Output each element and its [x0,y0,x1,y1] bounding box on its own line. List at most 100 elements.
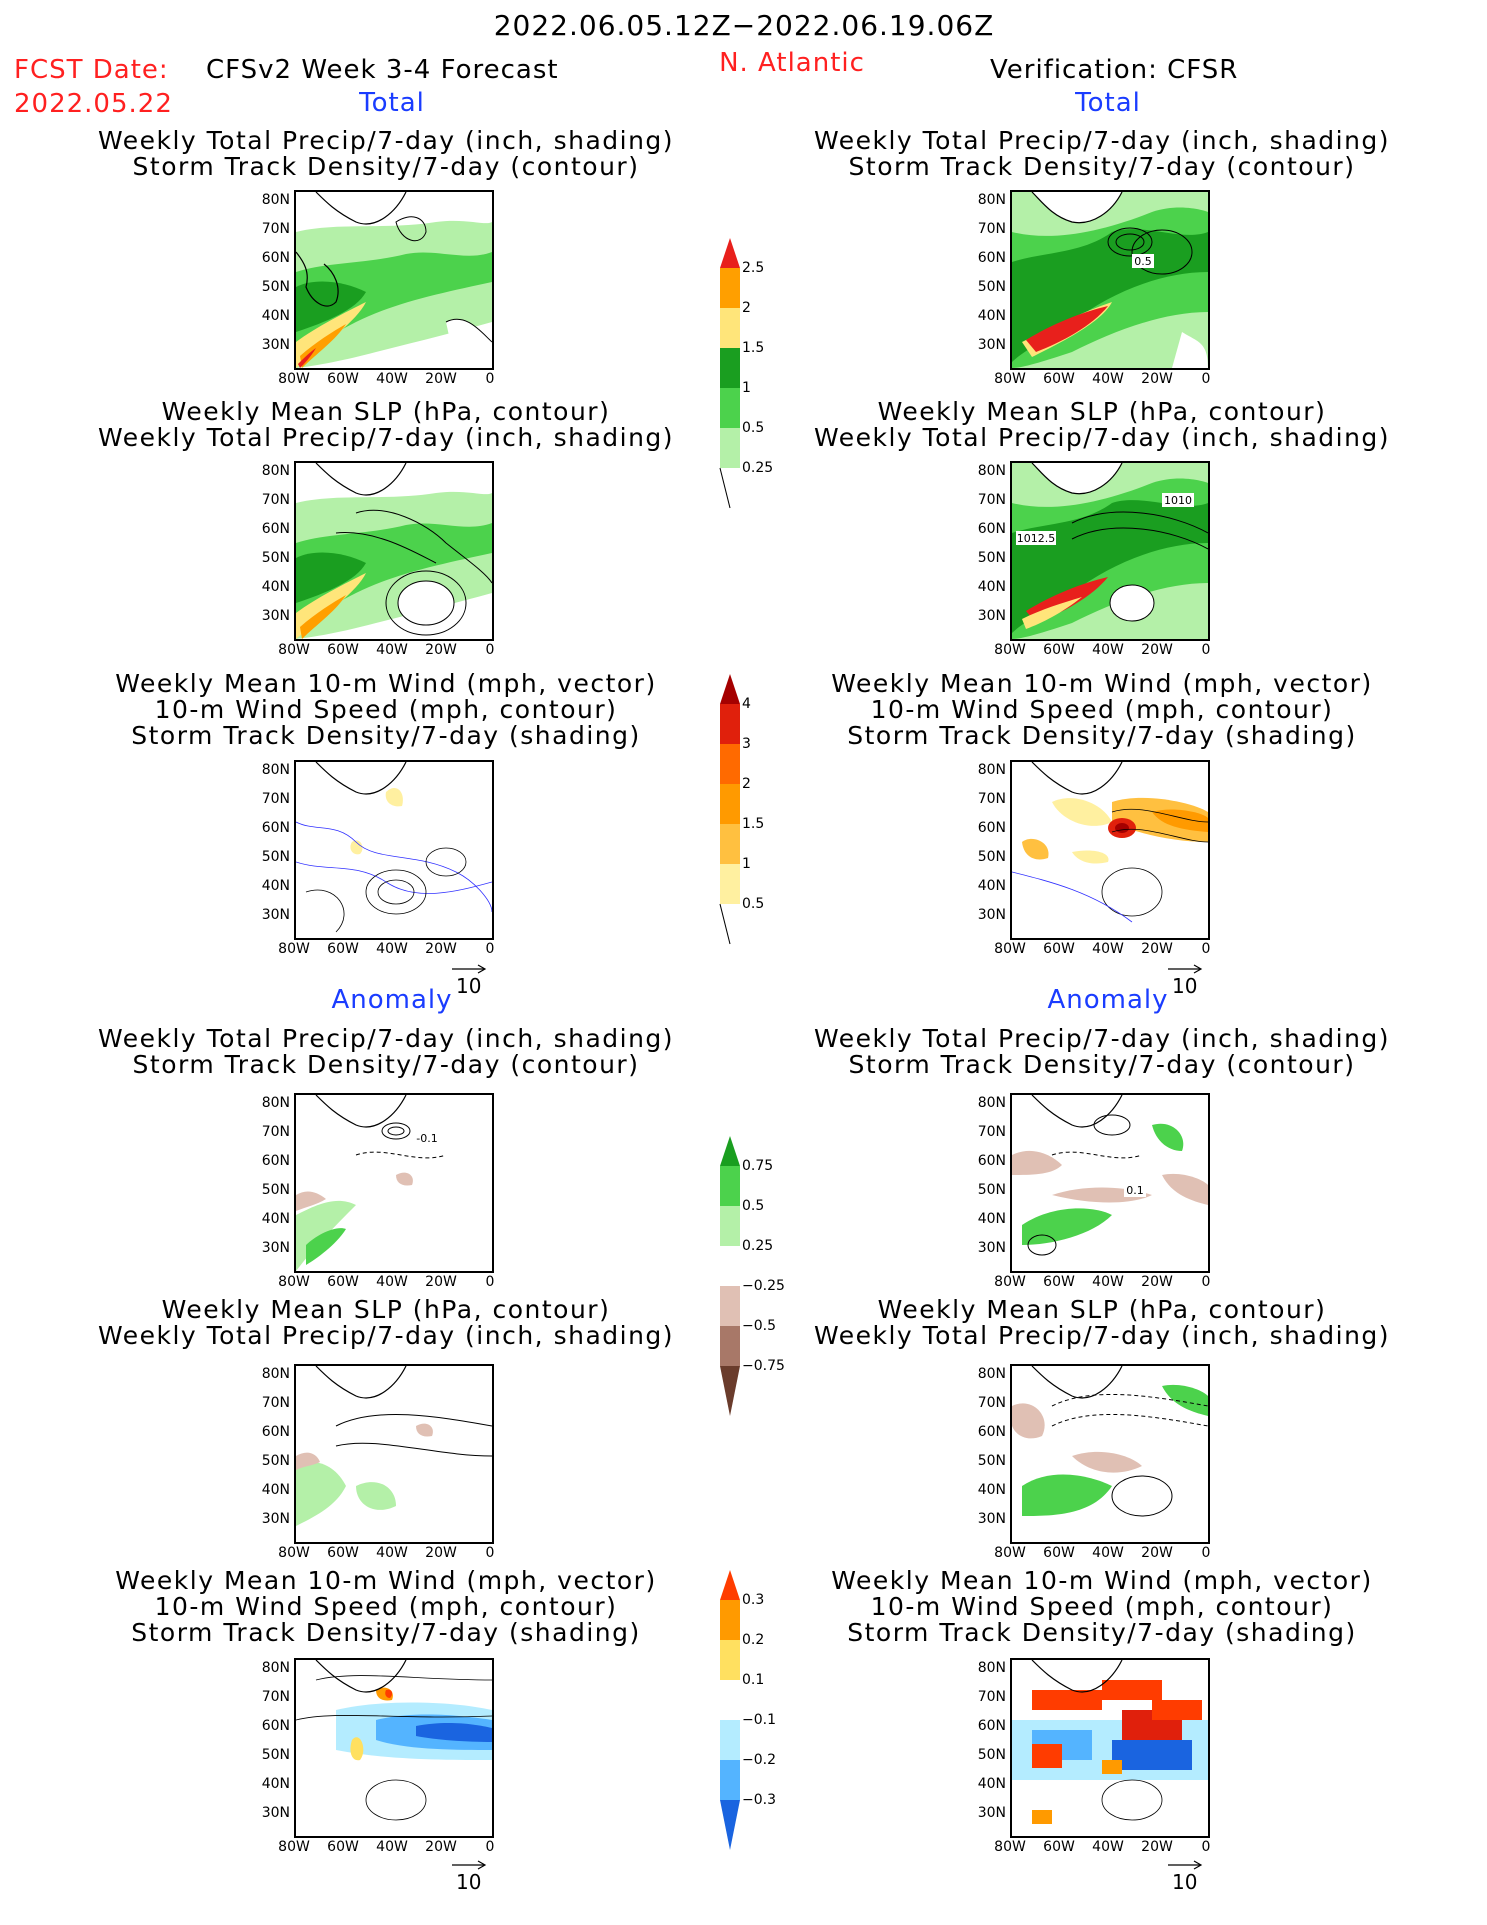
lat-tick-label: 30N [977,1240,1006,1256]
lat-tick-label: 50N [261,1453,290,1469]
map-precip-storm-forecast [294,190,494,370]
lat-tick-label: 50N [977,1453,1006,1469]
lon-tick-label: 60W [327,1274,359,1290]
arrow-right-icon [452,964,487,974]
colorbar-label: 0.3 [742,1592,765,1608]
lat-tick-label: 50N [261,550,290,566]
lon-tick-label: 80W [994,642,1026,658]
section-anomaly-right: Anomaly [1047,985,1169,1015]
map-slp-precip-verification: 1010 1012.5 [1010,461,1210,641]
lon-tick-label: 60W [327,1839,359,1855]
colorbar-cap [720,1366,740,1416]
lon-tick-label: 0 [1201,1274,1211,1290]
lat-tick-label: 50N [977,279,1006,295]
colorbar-swatch [720,388,740,428]
colorbar-swatch [720,1206,740,1246]
lon-tick-label: 20W [425,642,457,658]
lat-tick-label: 70N [261,1689,290,1705]
lat-tick-label: 30N [977,1511,1006,1527]
colorbar-label: 1.5 [742,340,765,356]
lat-tick-label: 70N [977,221,1006,237]
lat-tick-label: 40N [977,1482,1006,1498]
lon-tick-label: 40W [1092,1274,1124,1290]
colorbar-swatch [720,824,740,864]
model-title: CFSv2 Week 3-4 Forecast [206,55,559,85]
lat-tick-label: 70N [261,1124,290,1140]
map-slp-precip-forecast [294,461,494,641]
lon-tick-label: 20W [1141,642,1173,658]
map-precip-storm-verification: 0.5 [1010,190,1210,370]
colorbar-label: −0.5 [742,1318,776,1334]
svg-text:1010: 1010 [1164,494,1192,507]
lat-tick-label: 30N [261,1511,290,1527]
lat-tick-label: 40N [977,308,1006,324]
panel-title: Weekly Mean 10-m Wind (mph, vector) 10-m … [115,669,657,750]
colorbar-label: 2 [742,776,751,792]
colorbar-label: 4 [742,696,751,712]
lat-tick-label: 40N [261,1482,290,1498]
lon-tick-label: 0 [485,1274,495,1290]
lat-tick-label: 60N [977,1153,1006,1169]
lat-tick-label: 80N [261,463,290,479]
lat-tick-label: 60N [261,1424,290,1440]
svg-text:0.5: 0.5 [1134,255,1152,268]
lat-tick-label: 30N [261,1805,290,1821]
colorbar-label: −0.2 [742,1752,776,1768]
lon-tick-label: 60W [327,371,359,387]
lon-tick-label: 0 [485,371,495,387]
panel-title: Weekly Total Precip/7-day (inch, shading… [813,126,1391,181]
lon-tick-label: 20W [1141,1839,1173,1855]
lat-tick-label: 40N [977,1211,1006,1227]
lon-tick-label: 80W [278,1545,310,1561]
lon-tick-label: 80W [994,1839,1026,1855]
panel-title: Weekly Mean 10-m Wind (mph, vector) 10-m … [831,669,1373,750]
lon-tick-label: 80W [994,1274,1026,1290]
lon-tick-label: 0 [1201,1545,1211,1561]
colorbar-label: 0.5 [742,896,765,912]
fcst-date-value: 2022.05.22 [14,89,173,119]
colorbar-label: 1 [742,380,751,396]
lat-tick-label: 70N [261,1395,290,1411]
lat-tick-label: 30N [977,907,1006,923]
colorbar-label: −0.25 [742,1278,785,1294]
colorbar-label: 0.75 [742,1158,774,1174]
svg-text:-0.1: -0.1 [416,1132,437,1145]
colorbar-swatch [720,348,740,388]
colorbar-swatch [720,1166,740,1206]
lon-tick-label: 80W [278,371,310,387]
panel-title: Weekly Total Precip/7-day (inch, shading… [813,1024,1391,1079]
lon-tick-label: 60W [1043,371,1075,387]
colorbar-label: 3 [742,736,751,752]
colorbar-cap [720,1800,740,1850]
panel-title: Weekly Total Precip/7-day (inch, shading… [97,1024,675,1079]
lat-tick-label: 40N [977,878,1006,894]
lon-tick-label: 80W [994,371,1026,387]
colorbar-swatch [720,1720,740,1760]
lon-tick-label: 80W [278,1274,310,1290]
colorbar-swatch [720,1600,740,1640]
lat-tick-label: 40N [261,1776,290,1792]
lat-tick-label: 60N [977,1718,1006,1734]
lat-tick-label: 80N [261,1095,290,1111]
lat-tick-label: 80N [977,1366,1006,1382]
lat-tick-label: 40N [977,579,1006,595]
lat-tick-label: 80N [977,762,1006,778]
section-total-right: Total [1075,88,1141,118]
lat-tick-label: 70N [977,492,1006,508]
lat-tick-label: 60N [977,1424,1006,1440]
lon-tick-label: 80W [994,941,1026,957]
lat-tick-label: 30N [977,1805,1006,1821]
lon-tick-label: 20W [425,1545,457,1561]
lon-tick-label: 0 [485,1839,495,1855]
lat-tick-label: 40N [261,579,290,595]
lon-tick-label: 40W [1092,941,1124,957]
lat-tick-label: 60N [261,1153,290,1169]
colorbar-label: −0.3 [742,1792,776,1808]
colorbar-swatch [720,704,740,744]
lat-tick-label: 50N [977,849,1006,865]
colorbar-label: 0.25 [742,1238,774,1254]
colorbar-swatch [720,308,740,348]
lon-tick-label: 60W [1043,1274,1075,1290]
map-wind-anom-forecast [294,1658,494,1838]
lon-tick-label: 40W [376,1545,408,1561]
